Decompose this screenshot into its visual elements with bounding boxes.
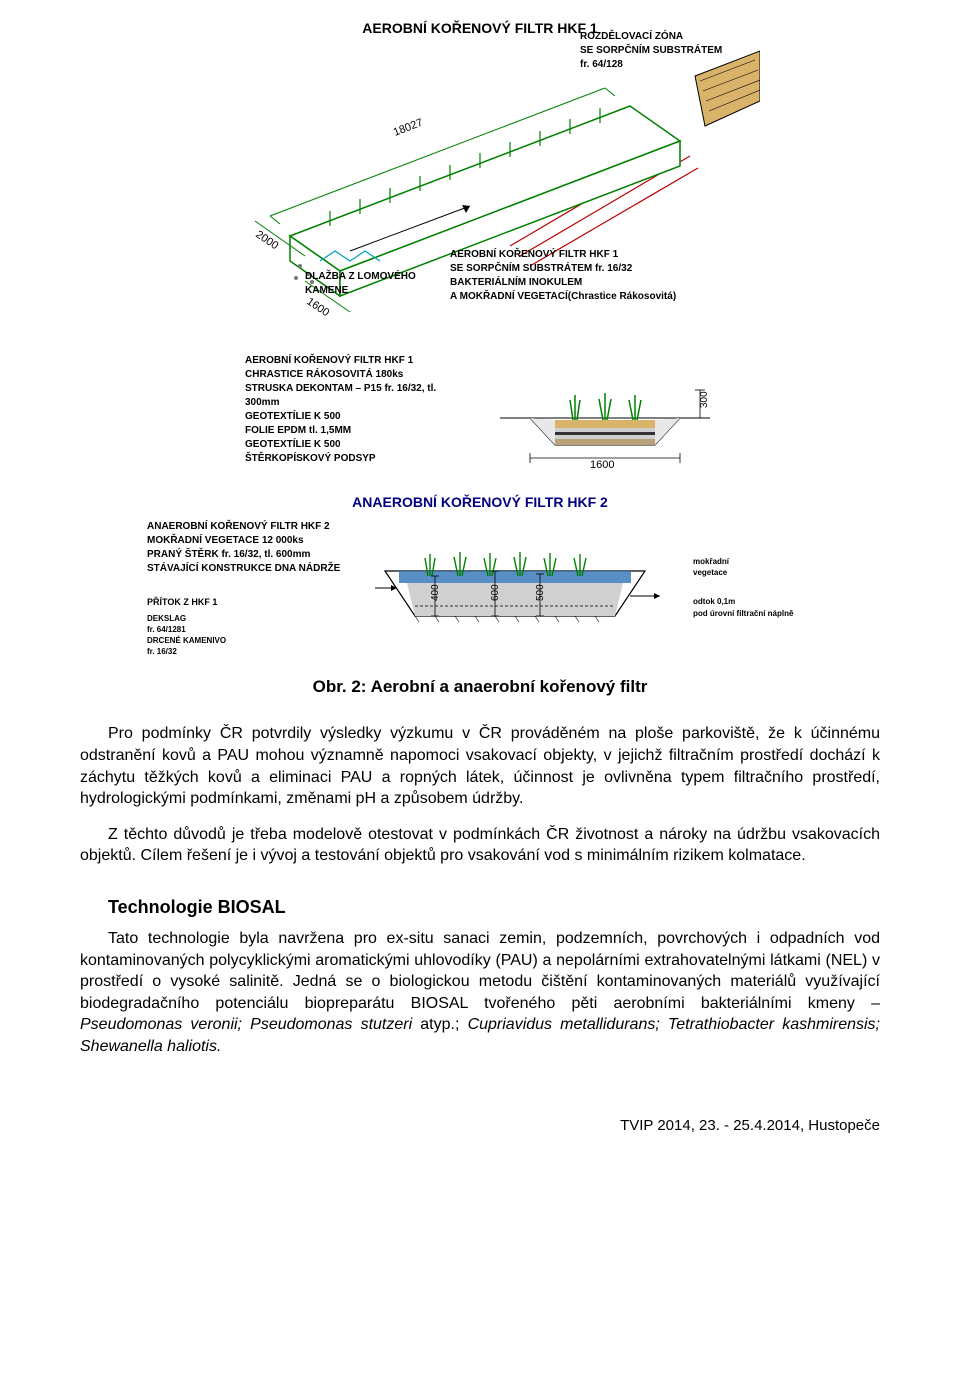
dim-18027: 18027 (392, 117, 425, 139)
dim-1600: 1600 (304, 296, 331, 316)
hkf2-dim-600: 600 (490, 584, 501, 601)
paragraph-1: Pro podmínky ČR potvrdily výsledky výzku… (80, 723, 880, 809)
section-dim-w: 1600 (590, 459, 614, 470)
hkf1-legend-filter: AEROBNÍ KOŘENOVÝ FILTR HKF 1 SE SORPČNÍM… (450, 248, 676, 304)
diagram-hkf1-title: AEROBNÍ KOŘENOVÝ FILTR HKF 1 (362, 20, 597, 36)
hkf2-dim-500: 500 (535, 584, 546, 601)
section-dim-h: 300 (699, 391, 710, 408)
diagram-hkf2-title: ANAEROBNÍ KOŘENOVÝ FILTR HKF 2 (352, 494, 608, 510)
hkf2-legend-right: mokřadní vegetace odtok 0,1m pod úrovní … (693, 516, 813, 619)
section-svg: 300 1600 (495, 350, 715, 470)
dim-2000: 2000 (253, 229, 280, 253)
hkf2-dim-400: 400 (430, 584, 441, 601)
page-footer: TVIP 2014, 23. - 25.4.2014, Hustopeče (80, 1117, 880, 1134)
paragraph-2: Z těchto důvodů je třeba modelově otesto… (80, 824, 880, 867)
hkf1-legend-top: ROZDĚLOVACÍ ZÓNA SE SORPČNÍM SUBSTRÁTEM … (580, 30, 722, 72)
hkf1-legend-stone: DLAŽBA Z LOMOVÉHO KAMENE (305, 270, 416, 298)
section-title-biosal: Technologie BIOSAL (108, 897, 880, 918)
section-legend: AEROBNÍ KOŘENOVÝ FILTR HKF 1 CHRASTICE R… (245, 354, 465, 466)
diagram-hkf2: ANAEROBNÍ KOŘENOVÝ FILTR HKF 2 ANAEROBNÍ… (80, 494, 880, 657)
hkf2-legend-left: ANAEROBNÍ KOŘENOVÝ FILTR HKF 2 MOKŘADNÍ … (147, 516, 357, 657)
diagram-hkf1-section: AEROBNÍ KOŘENOVÝ FILTR HKF 1 CHRASTICE R… (80, 350, 880, 470)
paragraph-3: Tato technologie byla navržena pro ex-si… (80, 928, 880, 1058)
hkf2-svg: 400 600 500 (375, 516, 675, 646)
figure-caption: Obr. 2: Aerobní a anaerobní kořenový fil… (80, 677, 880, 697)
diagram-hkf1: AEROBNÍ KOŘENOVÝ FILTR HKF 1 (80, 20, 880, 320)
